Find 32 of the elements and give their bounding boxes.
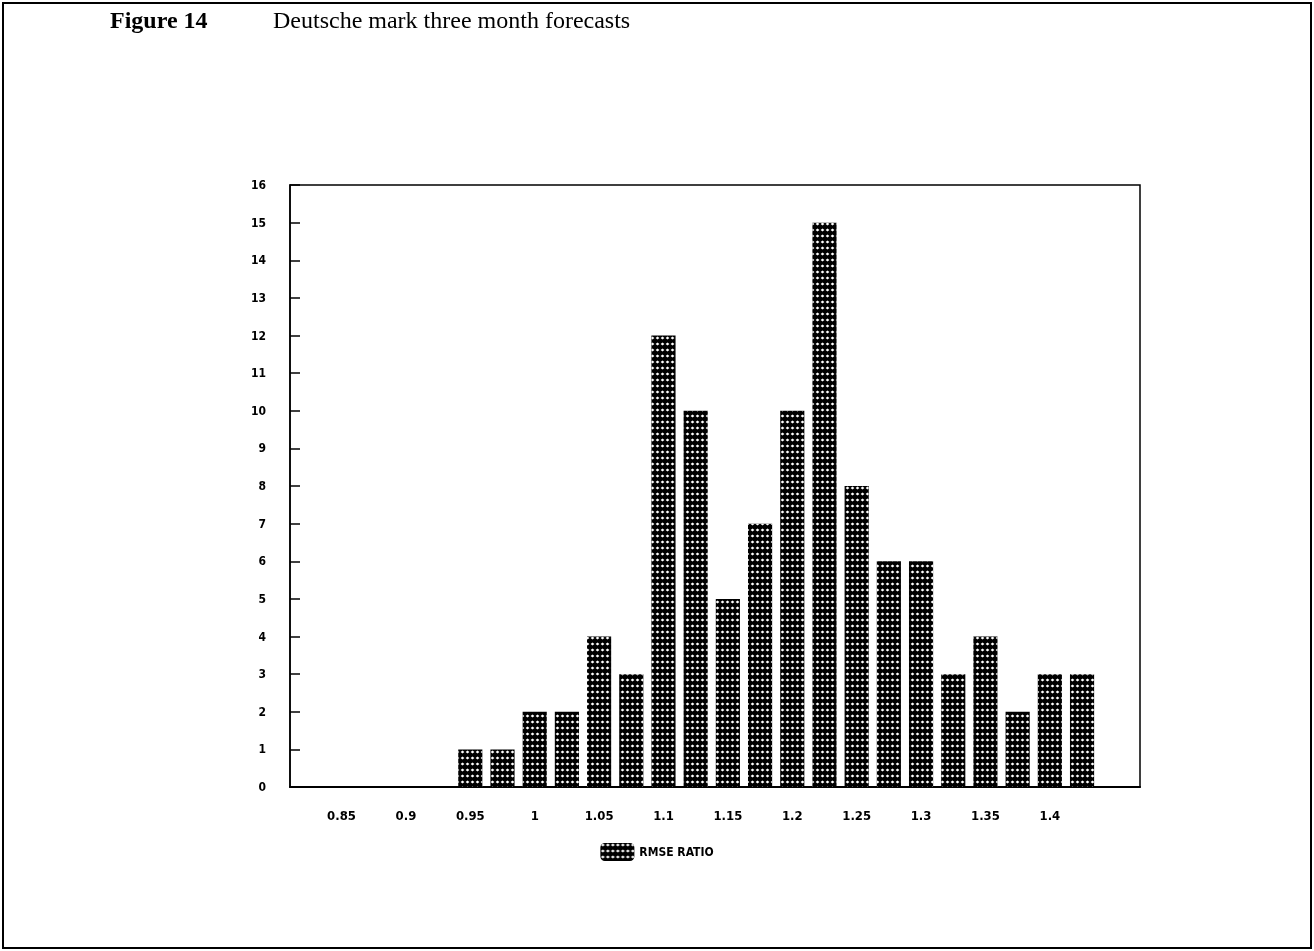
x-tick-label: 1.4 <box>1039 808 1061 823</box>
x-tick-label: 1.35 <box>971 808 1000 823</box>
y-tick-label: 11 <box>250 366 266 381</box>
y-tick-label: 14 <box>250 253 267 268</box>
y-tick-label: 6 <box>258 554 266 569</box>
x-tick-label: 0.95 <box>455 808 485 823</box>
y-tick-label: 15 <box>250 215 266 230</box>
x-tick-label: 1.1 <box>653 808 674 823</box>
chart-title: Figure 14 <box>110 7 208 33</box>
x-tick-label: 1.2 <box>781 808 803 823</box>
y-tick-label: 5 <box>258 591 266 606</box>
chart-subtitle: Deutsche mark three month forecasts <box>273 7 631 33</box>
y-tick-label: 4 <box>258 629 267 644</box>
x-tick-label: 1.05 <box>584 808 614 823</box>
y-tick-label: 3 <box>258 667 266 682</box>
legend-label: RMSE RATIO <box>639 845 714 859</box>
y-tick-label: 9 <box>258 441 266 456</box>
y-tick-label: 10 <box>250 403 266 418</box>
y-tick-label: 7 <box>258 516 266 531</box>
y-tick-label: 0 <box>258 780 266 794</box>
y-tick-label: 1 <box>258 742 266 757</box>
x-tick-label: 0.9 <box>395 808 417 823</box>
y-tick-label: 8 <box>258 479 266 493</box>
y-tick-label: 2 <box>258 704 266 719</box>
y-tick-label: 16 <box>250 178 266 192</box>
x-tick-label: 1.15 <box>713 808 743 823</box>
x-tick-label: 0.85 <box>327 808 356 823</box>
x-tick-label: 1.3 <box>910 808 932 823</box>
y-tick-label: 13 <box>250 290 266 305</box>
x-tick-label: 1 <box>530 808 539 823</box>
x-tick-label: 1.25 <box>842 808 872 823</box>
y-tick-label: 12 <box>250 328 266 343</box>
